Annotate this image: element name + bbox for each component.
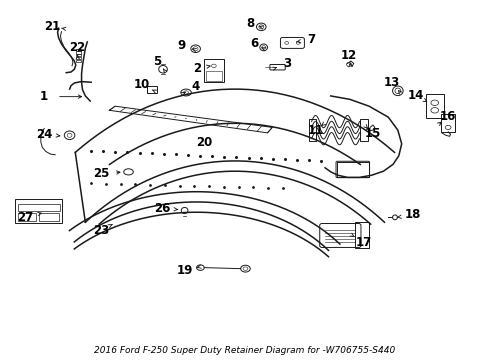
Bar: [76, 49, 81, 51]
Bar: [16, 199, 62, 223]
Text: 15: 15: [364, 127, 380, 140]
Text: 18: 18: [404, 208, 421, 221]
Text: 23: 23: [93, 224, 110, 237]
Text: 21: 21: [43, 21, 60, 33]
Text: 26: 26: [154, 202, 170, 215]
Bar: [354, 222, 368, 248]
Bar: [146, 86, 157, 93]
Bar: [76, 60, 81, 62]
Text: 7: 7: [307, 33, 315, 46]
Text: 16: 16: [439, 110, 455, 123]
Bar: [360, 119, 367, 141]
Text: 14: 14: [407, 89, 424, 102]
Text: 19: 19: [176, 264, 192, 277]
Text: 6: 6: [249, 37, 258, 50]
Text: 12: 12: [340, 49, 356, 62]
Text: 17: 17: [355, 236, 372, 249]
Bar: [76, 51, 81, 54]
Bar: [40, 212, 59, 221]
Text: 1: 1: [40, 90, 48, 103]
Text: 8: 8: [245, 17, 254, 30]
Bar: [76, 57, 81, 59]
Bar: [18, 212, 36, 221]
Text: 5: 5: [153, 55, 161, 68]
Text: 27: 27: [17, 211, 33, 224]
Text: 2: 2: [193, 62, 201, 75]
Bar: [76, 54, 81, 56]
Bar: [440, 114, 454, 132]
Text: 11: 11: [306, 124, 323, 137]
Bar: [203, 59, 224, 82]
Text: 25: 25: [93, 167, 110, 180]
Text: 13: 13: [383, 76, 399, 89]
Text: 24: 24: [36, 128, 52, 141]
Bar: [425, 94, 443, 118]
Bar: [205, 71, 222, 81]
Text: 22: 22: [69, 41, 86, 54]
Text: 4: 4: [191, 80, 199, 93]
Bar: [18, 204, 60, 211]
Bar: [308, 119, 316, 141]
Text: 9: 9: [177, 39, 185, 52]
Text: 2016 Ford F-250 Super Duty Retainer Diagram for -W706755-S440: 2016 Ford F-250 Super Duty Retainer Diag…: [94, 346, 394, 355]
Text: 20: 20: [195, 136, 211, 149]
Text: 10: 10: [133, 78, 149, 91]
Text: 3: 3: [283, 57, 291, 69]
